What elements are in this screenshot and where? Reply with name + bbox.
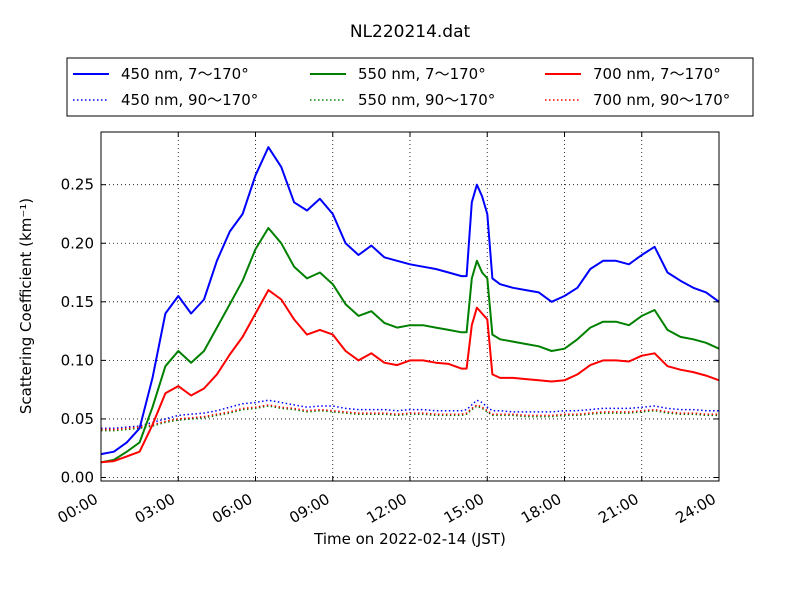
y-tick-label: 0.20 [61,234,94,252]
legend-entries: 450 nm, 7～170° 550 nm, 7～170° 700 nm, 7～17… [73,65,730,109]
series-line [100,289,720,464]
legend-label: 450 nm, 90～170° [121,91,258,109]
y-axis-label: Scattering Coefficient (km⁻¹) [17,198,35,414]
legend-label: 550 nm, 90～170° [358,91,495,109]
x-axis-label: Time on 2022-02-14 (JST) [313,530,506,548]
legend-frame [66,57,754,117]
legend-label: 700 nm, 7～170° [593,65,721,83]
legend: 450 nm, 7～170° 550 nm, 7～170° 700 nm, 7～17… [66,57,754,117]
series-line [101,405,719,432]
y-axis-label-text: Scattering Coefficient (km⁻¹) [17,198,35,414]
series-layer [100,146,720,464]
y-tick-label: 0.25 [61,176,94,194]
y-tick-label: 0.10 [61,351,94,369]
y-tick-label: 0.15 [61,293,94,311]
plot-area: 00:00 03:00 06:00 09:00 12:00 15:00 18:00 21:00… [55,131,720,527]
series-line [100,146,720,456]
legend-label: 450 nm, 7～170° [121,65,249,83]
series-line [101,399,719,430]
y-tick-label: 0.00 [61,468,94,486]
series-line [100,227,720,464]
legend-label: 700 nm, 90～170° [593,91,730,109]
chart-title: NL220214.dat [350,22,471,42]
y-tick-label: 0.05 [61,410,94,428]
series-line [101,404,719,431]
legend-label: 550 nm, 7～170° [358,65,486,83]
